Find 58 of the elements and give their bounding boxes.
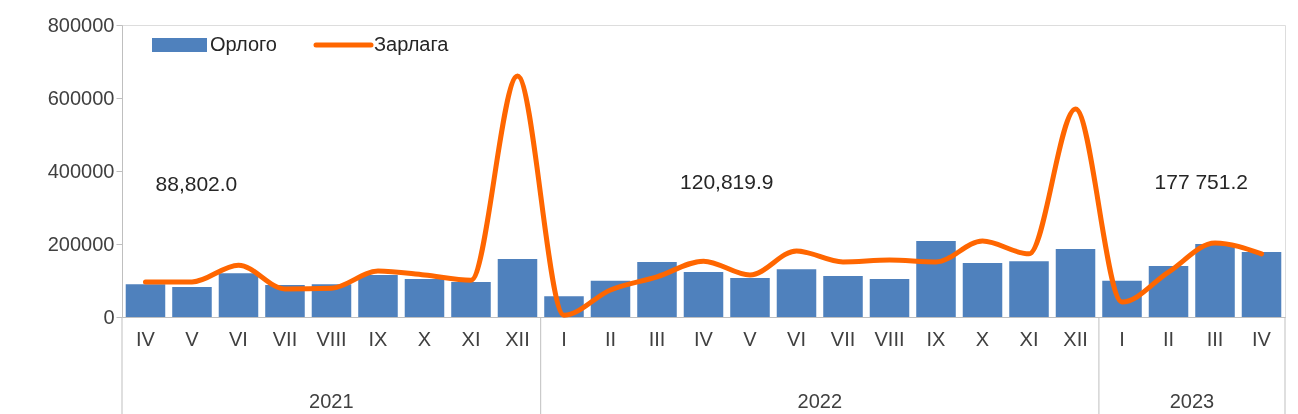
bar [637, 261, 677, 317]
x-tick-label: XII [505, 327, 530, 350]
bar [823, 276, 863, 317]
annotation: 88,802.0 [155, 172, 238, 195]
text: 2022 [797, 390, 843, 412]
x-tick-label: VII [272, 327, 298, 350]
bar [869, 279, 910, 317]
y-tick-label: 600000 [47, 86, 115, 109]
bar [218, 273, 259, 317]
x-tick-label: XII [1063, 327, 1088, 350]
x-tick-label: VI [229, 327, 248, 350]
x-tick-label: VIII [874, 327, 905, 350]
x-tick-label: I [1119, 327, 1125, 350]
annotation: 177 751.2 [1154, 170, 1248, 193]
x-tick-label: XI [1019, 327, 1039, 350]
x-tick-label: X [975, 327, 990, 350]
bar [683, 272, 724, 317]
x-tick-label: I [561, 327, 567, 350]
y-tick-label: 800000 [47, 13, 115, 36]
x-tick-label: III [648, 327, 666, 350]
y-tick-label: 200000 [47, 232, 115, 255]
bar [730, 277, 770, 317]
x-tick-label: VIII [316, 327, 347, 350]
y-tick-label: 400000 [47, 159, 115, 182]
x-tick-label: V [185, 327, 200, 350]
text: 2023 [1169, 390, 1215, 412]
x-tick-label: II [604, 327, 617, 350]
bar [916, 241, 956, 317]
bar [1148, 265, 1189, 317]
text: 2021 [309, 390, 354, 412]
x-tick-label: VI [787, 327, 806, 350]
bar [1241, 252, 1282, 317]
bar [1055, 249, 1096, 317]
x-tick-label: III [1206, 327, 1224, 350]
bar [451, 281, 491, 317]
bar [1195, 244, 1235, 317]
legend-label: Зарлага [374, 33, 450, 55]
bar [1009, 261, 1049, 317]
annotation: 120,819.9 [680, 170, 774, 193]
x-tick-label: X [417, 327, 432, 350]
x-tick-label: II [1162, 327, 1175, 350]
x-tick-label: IV [136, 327, 156, 350]
legend-label: Орлого [210, 33, 277, 55]
bar [404, 279, 445, 317]
x-tick-label: IV [694, 327, 714, 350]
x-tick-label: VII [830, 327, 856, 350]
bar [497, 258, 538, 317]
x-tick-label: V [743, 327, 758, 350]
x-tick-label: IX [368, 327, 388, 350]
bar [962, 262, 1003, 317]
x-tick-label: IX [926, 327, 946, 350]
x-tick-label: XI [461, 327, 481, 350]
bar [358, 275, 398, 317]
bar [125, 284, 166, 317]
x-tick-label: IV [1252, 327, 1272, 350]
bar [776, 269, 817, 317]
bar [172, 287, 212, 317]
y-tick-label: 0 [103, 305, 115, 328]
